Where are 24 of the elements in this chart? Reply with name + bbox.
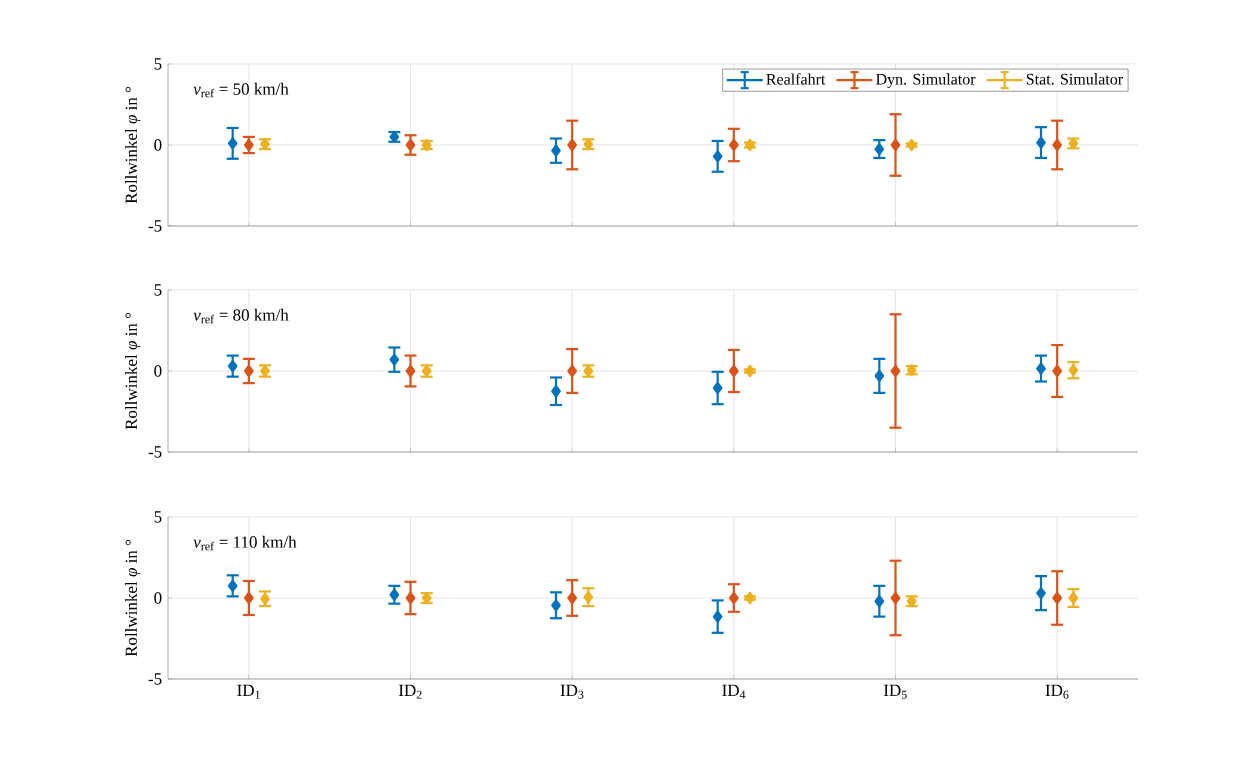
x-tick-label: ID$_{6}$ bbox=[1045, 684, 1069, 699]
y-tick-label: 0 bbox=[154, 592, 162, 604]
x-tick-label: ID$_{5}$ bbox=[883, 684, 907, 699]
y-tick-label: -5 bbox=[148, 220, 162, 232]
x-tick-label: ID$_{2}$ bbox=[398, 684, 422, 699]
x-tick-label: ID$_{3}$ bbox=[560, 684, 584, 699]
annotation: v$_{ref}$ = 50 km/h bbox=[193, 82, 289, 98]
legend-label: Realfahrt bbox=[766, 73, 826, 85]
y-tick-label: -5 bbox=[148, 446, 162, 458]
y-tick-label: 5 bbox=[154, 511, 162, 523]
y-axis-title: Rollwinkel φ in ° bbox=[125, 312, 141, 430]
annotation: v$_{ref}$ = 110 km/h bbox=[193, 535, 297, 551]
y-tick-label: -5 bbox=[148, 673, 162, 685]
legend-label: Stat. Simulator bbox=[1026, 73, 1123, 85]
y-tick-label: 0 bbox=[154, 139, 162, 151]
y-tick-label: 5 bbox=[154, 58, 162, 70]
y-axis-title: Rollwinkel φ in ° bbox=[125, 86, 141, 204]
y-tick-label: 0 bbox=[154, 365, 162, 377]
x-tick-label: ID$_{4}$ bbox=[722, 684, 746, 699]
y-tick-label: 5 bbox=[154, 284, 162, 296]
x-tick-label: ID$_{1}$ bbox=[237, 684, 260, 699]
annotation: v$_{ref}$ = 80 km/h bbox=[193, 308, 289, 324]
y-axis-title: Rollwinkel φ in ° bbox=[125, 539, 141, 657]
legend-label: Dyn. Simulator bbox=[876, 73, 976, 88]
